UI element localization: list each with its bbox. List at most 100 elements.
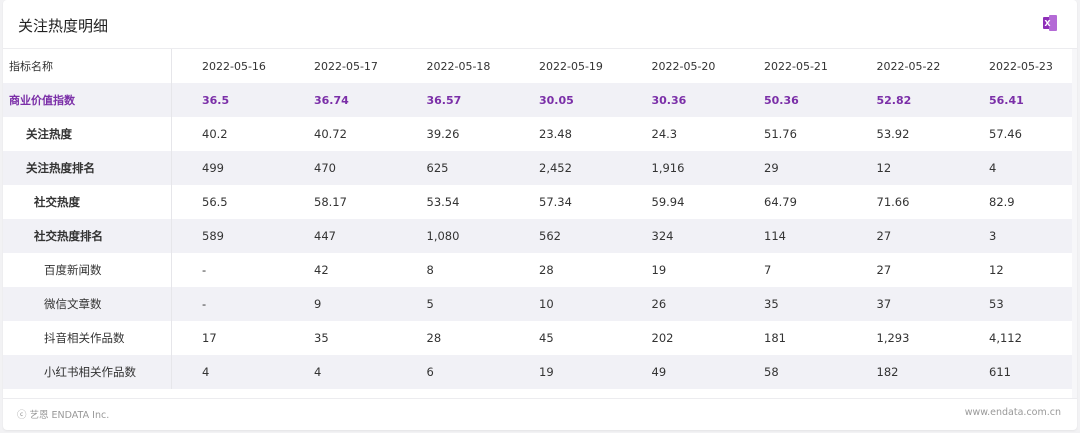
value-cell: 45 [539,331,554,345]
value-cell: 27 [846,219,959,253]
website-text: www.endata.com.cn [964,407,1061,418]
value-cell: 27 [876,263,892,277]
header-date-cell: 2022-05-17 [314,59,378,73]
value-cell: 4,112 [989,331,1022,345]
table-row: 小红书相关作品数 4 4 6 19 49 58 182 611 [3,355,1072,389]
row-label: 商业价值指数 [3,83,172,117]
value-cell: 1,916 [621,151,734,185]
header-date-cell: 2022-05-19 [539,59,603,73]
value-cell: 59.94 [651,195,685,209]
svg-text:X: X [1044,19,1051,28]
row-label: 小红书相关作品数 [3,355,172,389]
value-cell: 1,293 [876,331,910,345]
value-cell: 39.26 [426,127,460,141]
value-cell: 53.54 [426,195,460,209]
value-cell: 12 [846,151,959,185]
header-indicator-name: 指标名称 [3,49,172,83]
value-cell: 3 [959,219,1072,253]
copyright-text: ⓒ 艺恩 ENDATA Inc. [17,410,110,421]
value-cell: 6 [396,355,509,389]
value-cell: 37 [846,287,959,321]
value-cell: 589 [171,219,284,253]
value-cell: 12 [989,263,1004,277]
value-cell: 52.82 [846,83,959,117]
row-label: 百度新闻数 [3,253,172,287]
value-cell: 24.3 [651,127,678,141]
value-cell: 28 [539,263,554,277]
value-cell: 19 [651,263,667,277]
panel-title: 关注热度明细 [18,17,109,35]
value-cell: 58 [734,355,847,389]
table-row: 关注热度 40.2 40.72 39.26 23.48 24.3 51.76 53.92 57.… [3,117,1072,151]
value-cell: 1,080 [396,219,509,253]
detail-table: 指标名称 2022-05-16 2022-05-17 2022-05-18 2022-… [3,49,1072,389]
value-cell: 35 [734,287,847,321]
value-cell: - [171,287,284,321]
value-cell: 40.72 [314,127,347,141]
value-cell: 57.46 [989,127,1022,141]
header-date-cell: 2022-05-16 [202,59,266,73]
header-date-cell: 2022-05-20 [651,59,716,73]
value-cell: 114 [734,219,847,253]
header-date-cell: 2022-05-21 [764,59,828,73]
value-cell: 324 [621,219,734,253]
value-cell: 30.36 [621,83,734,117]
value-cell: 499 [171,151,284,185]
header-date-cell: 2022-05-23 [989,59,1053,73]
value-cell: 470 [284,151,397,185]
header-date-cell: 2022-05-22 [876,59,941,73]
value-cell: 29 [734,151,847,185]
value-cell: 30.05 [509,83,622,117]
value-cell: 202 [651,331,674,345]
value-cell: 181 [764,331,786,345]
value-cell: 35 [314,331,329,345]
table-header-row: 指标名称 2022-05-16 2022-05-17 2022-05-18 2022-… [3,49,1072,83]
value-cell: 562 [509,219,622,253]
value-cell: 9 [284,287,397,321]
value-cell: 4 [284,355,397,389]
value-cell: 56.41 [959,83,1072,117]
header-date-cell: 2022-05-18 [426,59,491,73]
value-cell: 447 [284,219,397,253]
value-cell: 71.66 [876,195,910,209]
table-scrollbar[interactable] [1072,49,1077,398]
table-row: 关注热度排名 499 470 625 2,452 1,916 29 12 4 [3,151,1072,185]
value-cell: 26 [621,287,734,321]
value-cell: 64.79 [764,195,797,209]
value-cell: 4 [171,355,284,389]
value-cell: - [202,263,207,277]
value-cell: 8 [426,263,434,277]
table-row: 社交热度排名 589 447 1,080 562 324 114 27 3 [3,219,1072,253]
row-label: 社交热度 [3,185,172,219]
row-label: 关注热度 [3,117,172,151]
value-cell: 7 [764,263,772,277]
value-cell: 5 [396,287,509,321]
value-cell: 53 [959,287,1072,321]
value-cell: 49 [621,355,734,389]
card-footer: ⓒ 艺恩 ENDATA Inc. www.endata.com.cn [3,398,1077,427]
table-row: 微信文章数 -9 5 10 26 35 37 53 [3,287,1072,321]
value-cell: 17 [202,331,217,345]
value-cell: 53.92 [876,127,910,141]
detail-card: 关注热度明细 X 指标名称 2022-05-16 2022-05-17 2022-0… [3,0,1077,430]
row-label: 微信文章数 [3,287,172,321]
value-cell: 611 [959,355,1072,389]
table-row: 社交热度 56.5 58.17 53.54 57.34 59.94 64.79 71.66 82… [3,185,1072,219]
value-cell: 625 [396,151,509,185]
value-cell: 10 [509,287,622,321]
card-header: 关注热度明细 X [3,0,1077,49]
value-cell: 57.34 [539,195,572,209]
value-cell: 36.74 [284,83,397,117]
value-cell: 58.17 [314,195,347,209]
excel-export-icon[interactable]: X [1043,15,1057,31]
table-row: 商业价值指数 36.5 36.74 36.57 30.05 30.36 50.36 52.82… [3,83,1072,117]
value-cell: 4 [959,151,1072,185]
value-cell: 51.76 [764,127,797,141]
value-cell: 36.5 [171,83,284,117]
value-cell: 42 [314,263,329,277]
table-row: 百度新闻数 - 42 8 28 19 7 27 12 [3,253,1072,287]
value-cell: 28 [426,331,442,345]
value-cell: 56.5 [202,195,228,209]
row-label: 抖音相关作品数 [3,321,172,355]
value-cell: 36.57 [396,83,509,117]
